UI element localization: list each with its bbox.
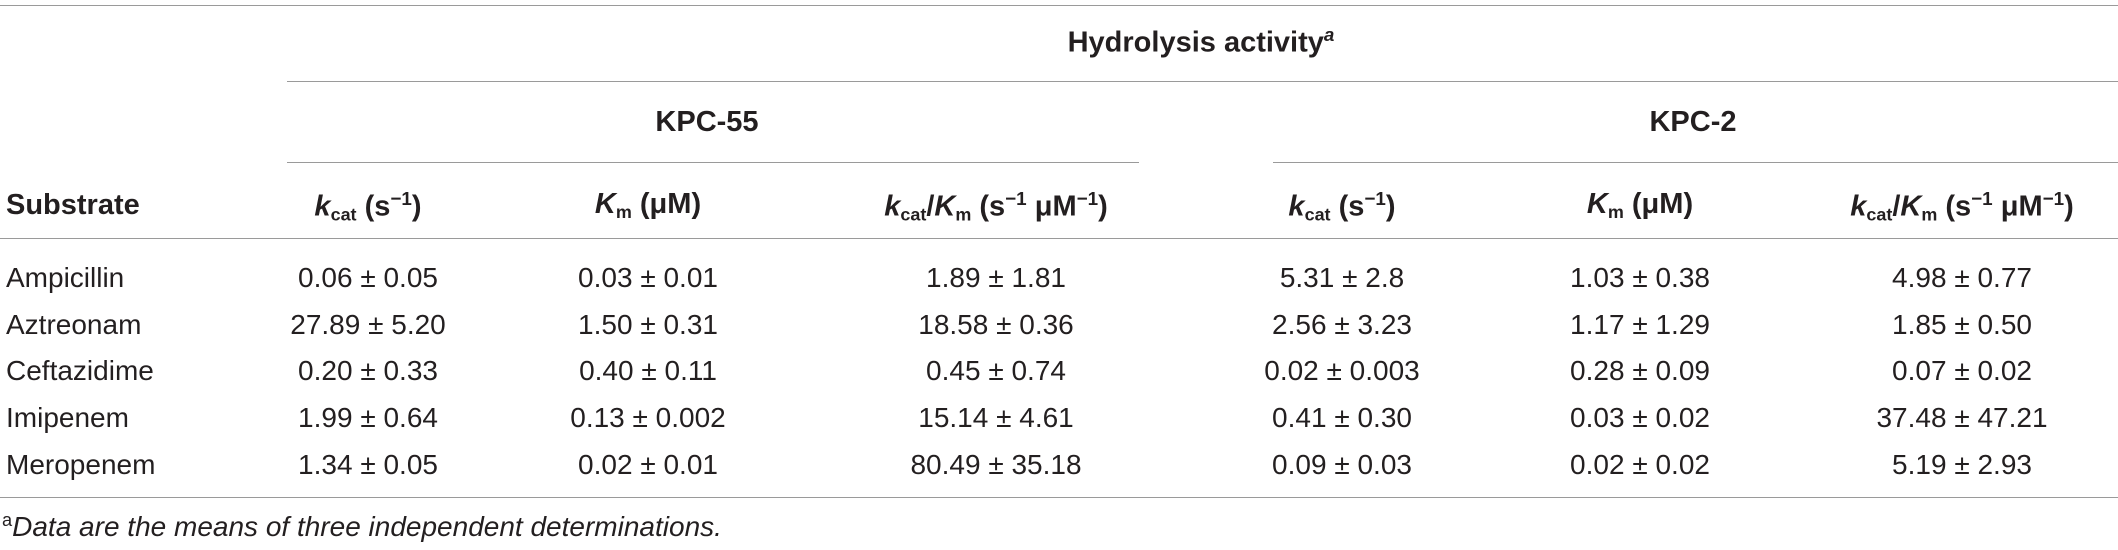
table-cell: 5.19 ± 2.93 [1892, 449, 2032, 480]
table-cell: 1.89 ± 1.81 [926, 262, 1066, 293]
group-header: Hydrolysis activitya [1067, 24, 1335, 59]
bottom-rule [0, 497, 2118, 498]
col-header-ratio-kpc55: kcat/Km (s−1 μM−1) [884, 188, 1108, 225]
table-cell-substrate: Aztreonam [6, 309, 142, 340]
top-rule [0, 5, 2118, 6]
col-header-ratio-kpc2: kcat/Km (s−1 μM−1) [1850, 188, 2074, 225]
table-cell: 0.07 ± 0.02 [1892, 355, 2032, 386]
kpc2-rule [1273, 162, 2118, 163]
footnote-mark: a [2, 510, 13, 530]
table-cell: 0.40 ± 0.11 [579, 355, 717, 386]
table-cell: 1.99 ± 0.64 [298, 402, 438, 433]
group-header-text: Hydrolysis activity [1067, 26, 1324, 59]
subgroup-kpc2: KPC-2 [1649, 106, 1737, 138]
col-header-kcat-kpc2: kcat (s−1) [1288, 188, 1396, 225]
subgroup-kpc55: KPC-55 [655, 106, 759, 138]
col-header-km-kpc2: Km (μM) [1586, 188, 1694, 223]
header-rule [0, 238, 2118, 239]
table-cell: 1.03 ± 0.38 [1570, 262, 1710, 293]
table-cell: 1.50 ± 0.31 [578, 309, 718, 340]
kpc55-rule [287, 162, 1139, 163]
table-cell: 0.13 ± 0.002 [570, 402, 726, 433]
table-cell: 0.02 ± 0.01 [578, 449, 718, 480]
table-cell: 5.31 ± 2.8 [1279, 262, 1405, 293]
col-header-kcat-kpc55: kcat (s−1) [314, 188, 422, 225]
table-cell: 1.85 ± 0.50 [1892, 309, 2032, 340]
table-cell: 2.56 ± 3.23 [1272, 309, 1412, 340]
table-cell-substrate: Ampicillin [6, 262, 125, 293]
table-cell: 0.20 ± 0.33 [298, 355, 438, 386]
table-cell-substrate: Imipenem [6, 402, 129, 433]
group-rule [287, 81, 2118, 82]
table-cell: 0.02 ± 0.003 [1264, 355, 1420, 386]
table-cell: 0.09 ± 0.03 [1272, 449, 1412, 480]
table-footnote: aData are the means of three independent… [2, 511, 722, 541]
table-cell: 0.06 ± 0.05 [298, 262, 438, 293]
table-cell: 1.17 ± 1.29 [1570, 309, 1710, 340]
table-cell: 4.98 ± 0.77 [1892, 262, 2032, 293]
table-cell: 0.03 ± 0.01 [578, 262, 718, 293]
group-header-mark: a [1323, 24, 1335, 45]
table-cell: 1.34 ± 0.05 [298, 449, 438, 480]
table-cell: 0.41 ± 0.30 [1272, 402, 1412, 433]
table-cell: 0.28 ± 0.09 [1570, 355, 1710, 386]
table-cell: 0.02 ± 0.02 [1570, 449, 1710, 480]
table-cell: 0.03 ± 0.02 [1570, 402, 1710, 433]
footnote-text: Data are the means of three independent … [12, 511, 722, 542]
table-cell: 15.14 ± 4.61 [918, 402, 1074, 433]
table-cell: 80.49 ± 35.18 [910, 449, 1082, 480]
table-cell: 18.58 ± 0.36 [918, 309, 1074, 340]
col-header-km-kpc55: Km (μM) [594, 188, 702, 223]
table-cell: 27.89 ± 5.20 [290, 309, 446, 340]
col-header-substrate: Substrate [6, 189, 140, 221]
table-cell-substrate: Meropenem [6, 449, 156, 480]
table-cell: 37.48 ± 47.21 [1876, 402, 2048, 433]
table-cell-substrate: Ceftazidime [6, 355, 154, 386]
table-cell: 0.45 ± 0.74 [926, 355, 1066, 386]
